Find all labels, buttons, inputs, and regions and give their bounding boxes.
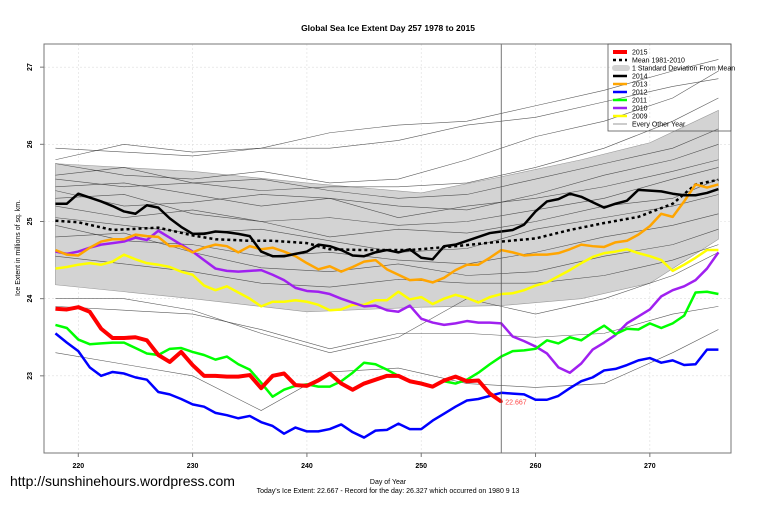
- other-year-line: [55, 244, 719, 288]
- series-lines: [54, 178, 720, 439]
- other-year-line: [55, 144, 719, 211]
- y-tick-label: 26: [27, 140, 34, 148]
- current-value-label: 22.667: [505, 400, 527, 407]
- axes: 220 230 240 250 260 270 23 24 25 26 27: [27, 63, 656, 470]
- other-year-line: [55, 128, 719, 199]
- legend-label: 2011: [632, 98, 647, 105]
- other-year-line: [55, 78, 719, 161]
- y-tick-label: 24: [27, 295, 34, 303]
- legend-label: 2010: [632, 106, 648, 113]
- legend-label: 2014: [632, 74, 648, 81]
- y-axis-label: Ice Extent in millions of sq. km.: [15, 200, 22, 296]
- other-year-line: [55, 159, 719, 218]
- other-year-line: [55, 167, 719, 226]
- y-tick-label: 23: [27, 372, 34, 380]
- x-tick-label: 220: [72, 463, 84, 470]
- x-tick-label: 270: [644, 463, 656, 470]
- legend-label: 2013: [632, 82, 648, 89]
- series-line-2015: [55, 305, 503, 404]
- series-line-2014: [55, 187, 719, 261]
- legend-label: 2015: [632, 50, 648, 57]
- sd-band: [55, 109, 719, 313]
- other-year-line: [55, 306, 719, 350]
- chart-title: Global Sea Ice Extent Day 257 1978 to 20…: [301, 23, 475, 33]
- other-year-line: [55, 97, 719, 191]
- other-year-line: [55, 178, 719, 238]
- legend-label: 1 Standard Deviation From Mean: [632, 66, 735, 73]
- legend-label: Every Other Year: [632, 122, 686, 129]
- x-tick-label: 230: [187, 463, 199, 470]
- plot-frame: [43, 43, 732, 454]
- y-tick-label: 25: [27, 217, 34, 225]
- legend-box: [607, 43, 732, 132]
- other-year-line: [55, 213, 719, 265]
- other-years-lines: [55, 59, 719, 411]
- series-line-2010: [55, 229, 720, 374]
- series-line-2011: [55, 290, 719, 398]
- x-tick-label: 260: [530, 463, 542, 470]
- legend-label: 2009: [632, 114, 648, 121]
- other-year-line: [55, 252, 719, 353]
- legend-label: Mean 1981-2010: [632, 58, 685, 65]
- x-tick-label: 240: [301, 463, 313, 470]
- mean-line: [55, 178, 719, 252]
- series-line-2012: [54, 332, 719, 439]
- sd-band-area: [55, 109, 719, 313]
- other-year-line: [55, 329, 719, 411]
- series-line-2009: [55, 248, 719, 312]
- legend-swatch: [612, 65, 630, 71]
- y-tick-label: 27: [27, 63, 34, 71]
- x-axis-label: Day of Year: [370, 479, 407, 486]
- x-tick-label: 250: [415, 463, 427, 470]
- footer-subtitle: Today's Ice Extent: 22.667 - Record for …: [257, 488, 520, 495]
- watermark-url: http://sunshinehours.wordpress.com: [10, 473, 235, 489]
- legend-label: 2012: [632, 90, 648, 97]
- series-line-2013: [54, 183, 719, 284]
